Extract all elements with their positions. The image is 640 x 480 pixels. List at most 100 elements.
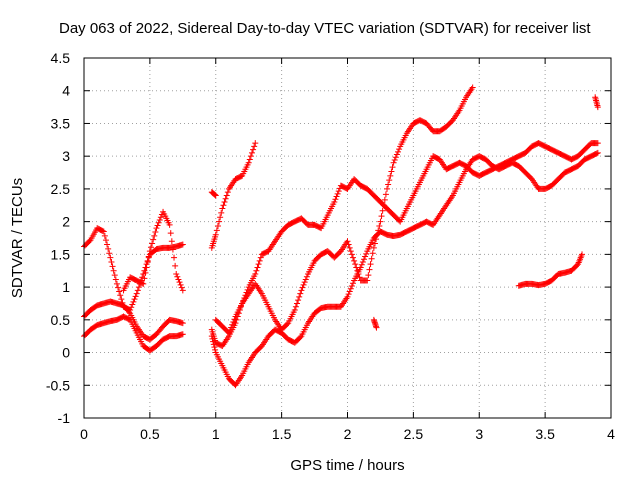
data-point: [212, 346, 219, 353]
data-point: [141, 275, 148, 282]
data-point: [210, 341, 217, 348]
data-point: [352, 261, 359, 268]
data-point: [214, 223, 221, 229]
data-point: [295, 297, 302, 304]
data-point: [358, 261, 365, 268]
data-point: [349, 280, 356, 287]
data-point: [366, 266, 373, 273]
data-point: [247, 153, 254, 160]
data-point: [370, 244, 377, 251]
data-point: [382, 191, 389, 198]
data-point: [116, 288, 123, 295]
data-point: [355, 271, 362, 277]
data-point: [375, 227, 382, 234]
x-axis-label: GPS time / hours: [290, 457, 404, 474]
data-point: [376, 223, 383, 229]
data-point: [105, 245, 112, 252]
y-tick-label: -1: [58, 410, 71, 426]
data-point: [134, 287, 141, 294]
series-5: [208, 149, 601, 389]
data-point: [346, 244, 353, 251]
data-point: [252, 271, 259, 277]
data-point: [86, 238, 93, 245]
data-point: [221, 199, 228, 205]
data-point: [334, 190, 341, 197]
data-point: [387, 172, 394, 179]
grid-lines: [84, 58, 611, 418]
data-point: [208, 333, 215, 340]
data-point: [210, 338, 217, 345]
data-point: [248, 149, 255, 156]
data-point: [303, 273, 310, 280]
data-point: [364, 277, 371, 284]
data-point: [216, 218, 223, 225]
data-point: [152, 229, 159, 235]
x-tick-label: 0.5: [140, 426, 160, 442]
data-point: [257, 254, 264, 261]
data-point: [386, 177, 393, 184]
data-point: [245, 159, 252, 166]
data-point: [347, 285, 354, 292]
data-point: [379, 207, 386, 214]
data-point: [390, 159, 397, 166]
data-point: [395, 148, 402, 155]
data-point: [224, 189, 231, 196]
data-point: [368, 255, 375, 262]
data-point: [377, 218, 384, 225]
data-point: [131, 296, 138, 303]
data-point: [348, 251, 355, 258]
data-point: [220, 202, 227, 209]
x-tick-label: 2: [344, 426, 352, 442]
data-point: [391, 157, 398, 163]
data-point: [373, 324, 380, 331]
data-point: [104, 241, 111, 248]
data-point: [100, 228, 107, 235]
data-point: [130, 298, 137, 305]
data-point: [106, 250, 113, 257]
data-point: [142, 269, 149, 276]
data-point: [292, 303, 299, 310]
data-point: [230, 319, 237, 325]
data-point: [331, 199, 338, 205]
data-point: [231, 316, 238, 323]
data-point: [128, 304, 135, 311]
data-point: [109, 263, 116, 270]
data-point: [149, 240, 156, 247]
data-point: [177, 281, 184, 288]
data-point: [140, 280, 147, 287]
data-point: [223, 192, 230, 199]
data-point: [110, 267, 117, 274]
data-point: [179, 287, 186, 294]
data-point: [374, 231, 381, 238]
data-point: [219, 205, 226, 212]
data-point: [126, 308, 133, 315]
data-point: [171, 254, 178, 261]
data-point: [166, 221, 173, 228]
data-point: [155, 219, 162, 226]
data-point: [213, 227, 220, 234]
y-tick-label: 3.5: [51, 115, 71, 131]
data-point: [345, 291, 352, 298]
data-point: [367, 261, 374, 268]
data-point: [117, 292, 124, 299]
series-10: [515, 251, 586, 289]
data-point: [365, 272, 372, 279]
data-point: [333, 193, 340, 200]
data-point: [211, 344, 218, 351]
data-point: [176, 279, 183, 286]
y-tick-label: 4: [62, 83, 70, 99]
data-point: [362, 253, 369, 260]
data-point: [300, 281, 307, 288]
data-point: [344, 238, 351, 245]
data-point: [579, 251, 586, 258]
y-tick-label: 1: [62, 279, 70, 295]
data-point: [156, 217, 163, 223]
x-tick-label: 1: [212, 426, 220, 442]
series-2: [81, 313, 186, 354]
data-point: [381, 196, 388, 203]
data-point: [332, 196, 339, 203]
x-tick-label: 4: [607, 426, 615, 442]
data-point: [384, 185, 391, 192]
data-point: [133, 290, 140, 297]
data-point: [212, 191, 219, 198]
